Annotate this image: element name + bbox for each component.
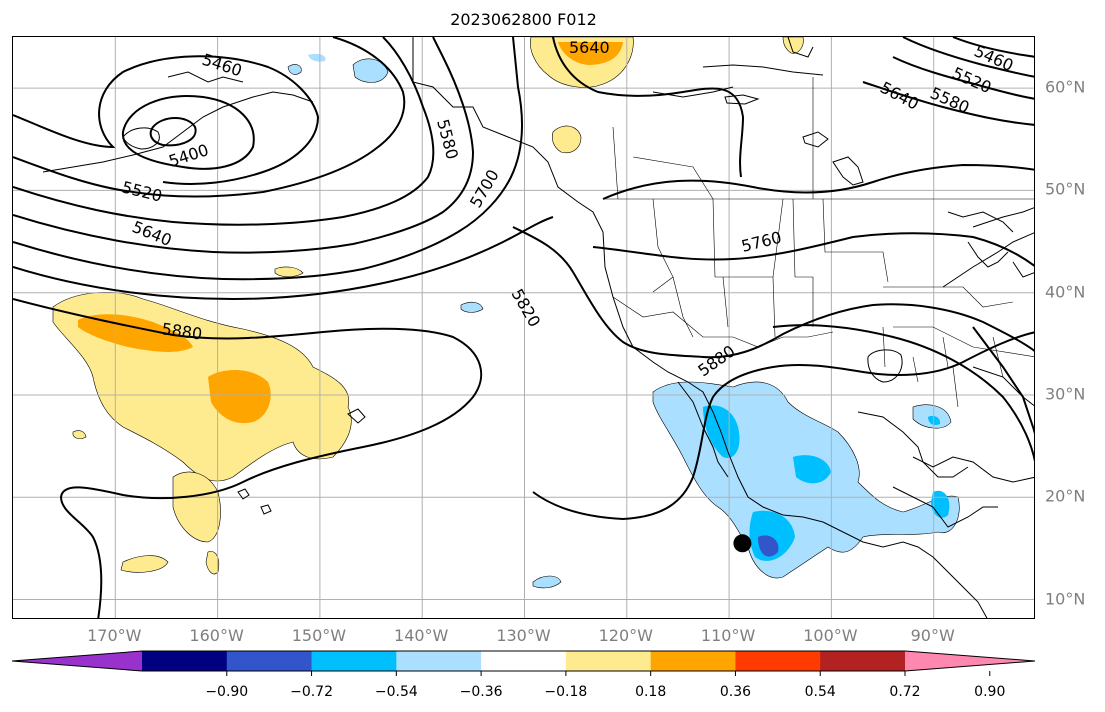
map-canvas: 5460 5400 5520 5640 5580 5700 5760 5820 … <box>13 37 1034 618</box>
latitude-label: 50°N <box>1045 179 1086 199</box>
longitude-label: 160°W <box>189 626 244 645</box>
colorbar-extend-max <box>905 651 1035 671</box>
gridlines <box>13 37 1034 618</box>
colorbar-extend-min <box>12 651 142 671</box>
colorbar-segment <box>311 651 397 671</box>
longitude-label: 170°W <box>87 626 142 645</box>
height-contours <box>13 37 1034 618</box>
map-title: 2023062800 F012 <box>450 10 597 29</box>
contour-labels: 5460 5400 5520 5640 5580 5700 5760 5820 … <box>120 38 1016 380</box>
latitude-label: 20°N <box>1045 486 1086 506</box>
colorbar-segment <box>735 651 821 671</box>
colorbar <box>11 650 1036 676</box>
colorbar-tick-label: 0.18 <box>635 684 667 700</box>
colorbar-tick-label: −0.18 <box>544 684 588 700</box>
latitude-label: 10°N <box>1045 589 1086 609</box>
colorbar-tick-label: −0.54 <box>374 684 418 700</box>
longitude-label: 110°W <box>700 626 756 645</box>
coastlines <box>42 37 1034 618</box>
political-borders <box>603 77 1034 408</box>
longitude-label: 150°W <box>291 626 347 645</box>
contour-label: 5460 <box>200 50 245 81</box>
colorbar-tick-label: 0.36 <box>719 684 752 700</box>
latitude-label: 60°N <box>1045 77 1086 97</box>
longitude-label: 100°W <box>803 626 858 645</box>
colorbar-outline <box>11 650 1036 672</box>
colorbar-tick-label: −0.72 <box>290 684 333 700</box>
colorbar-segment <box>565 651 652 671</box>
contour-label: 5520 <box>120 177 164 205</box>
colorbar-tick-label: −0.90 <box>205 684 249 700</box>
negative-anomaly-shading <box>287 53 960 589</box>
map-panel: 5460 5400 5520 5640 5580 5700 5760 5820 … <box>12 36 1035 619</box>
contour-label: 5880 <box>694 341 738 380</box>
colorbar-tick-label: 0.90 <box>974 684 1006 700</box>
colorbar-segment <box>820 651 906 671</box>
storm-center-marker <box>733 534 752 553</box>
longitude-label: 130°W <box>496 626 551 645</box>
contour-label: 5700 <box>466 166 503 211</box>
contour-label: 5580 <box>433 117 462 161</box>
colorbar-tick-label: −0.36 <box>459 684 503 700</box>
longitude-label: 140°W <box>394 626 449 645</box>
contour-label: 5640 <box>569 38 610 57</box>
latitude-label: 30°N <box>1045 384 1086 404</box>
colorbar-segment <box>226 651 313 671</box>
contour-label: 5640 <box>877 78 922 114</box>
contour-label: 5460 <box>971 41 1016 75</box>
colorbar-segment <box>481 651 567 671</box>
longitude-label: 120°W <box>598 626 653 645</box>
latitude-label: 40°N <box>1045 282 1086 302</box>
contour-label: 5760 <box>739 228 783 256</box>
colorbar-segment <box>142 651 228 671</box>
longitude-label: 90°W <box>910 626 955 645</box>
colorbar-tick-label: 0.72 <box>889 684 921 700</box>
colorbar-tick-label: 0.54 <box>804 684 836 700</box>
positive-anomaly-shading <box>52 37 804 575</box>
colorbar-segment <box>396 651 482 671</box>
colorbar-segment <box>650 651 736 671</box>
